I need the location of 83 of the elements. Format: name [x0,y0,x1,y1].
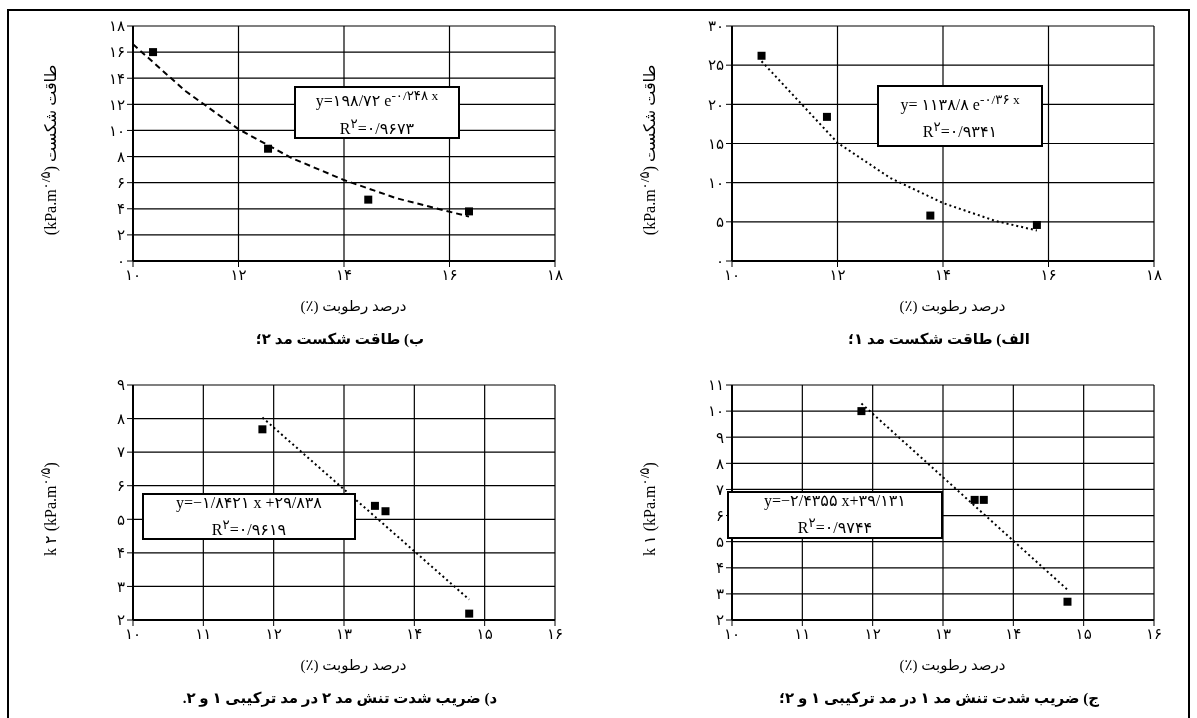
y-tick-label: ۷ [116,444,125,461]
x-tick-label: ۱۸ [1145,266,1163,283]
x-tick-label: ۱۵ [1075,625,1092,642]
point [465,207,474,216]
y-tick-label: ۶ [116,478,125,495]
y-tick-label: ۷ [715,481,724,498]
x-tick-label: ۱۳ [934,625,952,642]
y-tick-label: ۰ [116,253,125,270]
point [1063,597,1072,606]
point [149,48,158,57]
annotation: y= ۱۱۳۸/۸ e$^{-۰/۳۶ x}$ [900,90,1020,116]
x-tick-label: ۱۴ [335,266,353,283]
x-axis-title: درصد رطوبت (٪) [898,297,1007,315]
y-tick-label: ۹ [116,377,125,394]
x-tick-label: ۱۲ [230,266,247,283]
x-axis-title: درصد رطوبت (٪) [299,297,408,315]
y-tick-label: ۲۵ [707,57,724,74]
y-tick-label: ۲ [715,612,724,629]
y-tick-label: ۲ [116,612,125,629]
annotation: y=−۱/۸۴۲۱ x +۲۹/۸۳۸ [176,492,322,514]
x-tick-label: ۱۴ [1005,625,1022,642]
x-tick-label: ۱۳ [335,625,353,642]
point [370,501,379,510]
annotation: y=−۲/۴۳۵۵ x+۳۹/۱۳۱ [764,491,906,512]
y-tick-label: ۱۰ [707,403,724,420]
y-tick-label: ۱۲ [108,96,125,113]
point [381,507,390,516]
point [757,51,766,60]
annotation: y=۱۹۸/۷۲ e$^{-۰/۲۴۸ x}$ [315,87,439,112]
text: د) ضریب شدت تنش مد ۲ در مد ترکیبی ۱ و ۲. [181,689,499,707]
y-tick-label: ۱۰ [108,122,125,139]
x-tick-label: ۱۲ [864,625,881,642]
x-tick-label: ۱۶ [546,625,564,642]
point [822,112,831,121]
point [364,195,373,204]
y-tick-label: ۵ [116,511,125,528]
x-tick-label: ۱۶ [1145,625,1163,642]
text: ج) ضریب شدت تنش مد ۱ در مد ترکیبی ۱ و ۲؛ [778,689,1100,707]
y-tick-label: ۱۴ [108,70,125,87]
x-tick-label: ۱۲ [265,625,282,642]
x-tick-label: ۱۴ [406,625,423,642]
y-tick-label: ۲ [116,227,125,244]
y-tick-label: ۶ [715,507,724,524]
y-tick-label: ۸ [116,148,125,165]
y-tick-label: ۰ [715,253,724,270]
y-tick-label: ۳ [116,578,125,595]
y-tick-label: ۵ [715,214,724,231]
point [264,144,273,153]
y-tick-label: ۳۰ [707,18,724,35]
point [258,425,267,434]
y-tick-label: ۱۵ [707,135,724,152]
x-tick-label: ۱۲ [829,266,846,283]
point [465,609,474,618]
x-tick-label: ۱۴ [934,266,952,283]
y-tick-label: ۳ [715,586,724,603]
x-axis-title: درصد رطوبت (٪) [898,656,1007,674]
y-tick-label: ۴ [715,560,724,577]
text: ب) طاقت شکست مد ۲؛ [254,330,426,348]
y-tick-label: ۴ [116,545,125,562]
point [857,407,866,416]
x-tick-label: ۱۱ [794,625,811,642]
y-tick-label: ۵ [715,533,724,550]
x-axis-title: درصد رطوبت (٪) [299,656,408,674]
y-tick-label: ۲۰ [707,96,724,113]
text: الف) طاقت شکست مد ۱؛ [847,330,1031,348]
y-tick-label: ۹ [715,429,724,446]
point [979,495,988,504]
x-tick-label: ۱۶ [441,266,458,283]
point [1032,220,1041,229]
y-tick-label: ۶ [116,174,125,191]
point [926,211,935,220]
x-tick-label: ۱۸ [546,266,564,283]
y-tick-label: ۸ [116,410,125,427]
y-tick-label: ۱۰ [707,174,724,191]
x-tick-label: ۱۵ [476,625,493,642]
y-tick-label: ۱۱ [707,377,724,394]
y-tick-label: ۸ [715,455,724,472]
point [970,495,979,504]
y-tick-label: ۱۸ [108,18,125,35]
y-tick-label: ۱۶ [108,44,125,61]
x-tick-label: ۱۶ [1040,266,1057,283]
y-tick-label: ۴ [116,201,125,218]
x-tick-label: ۱۱ [195,625,212,642]
